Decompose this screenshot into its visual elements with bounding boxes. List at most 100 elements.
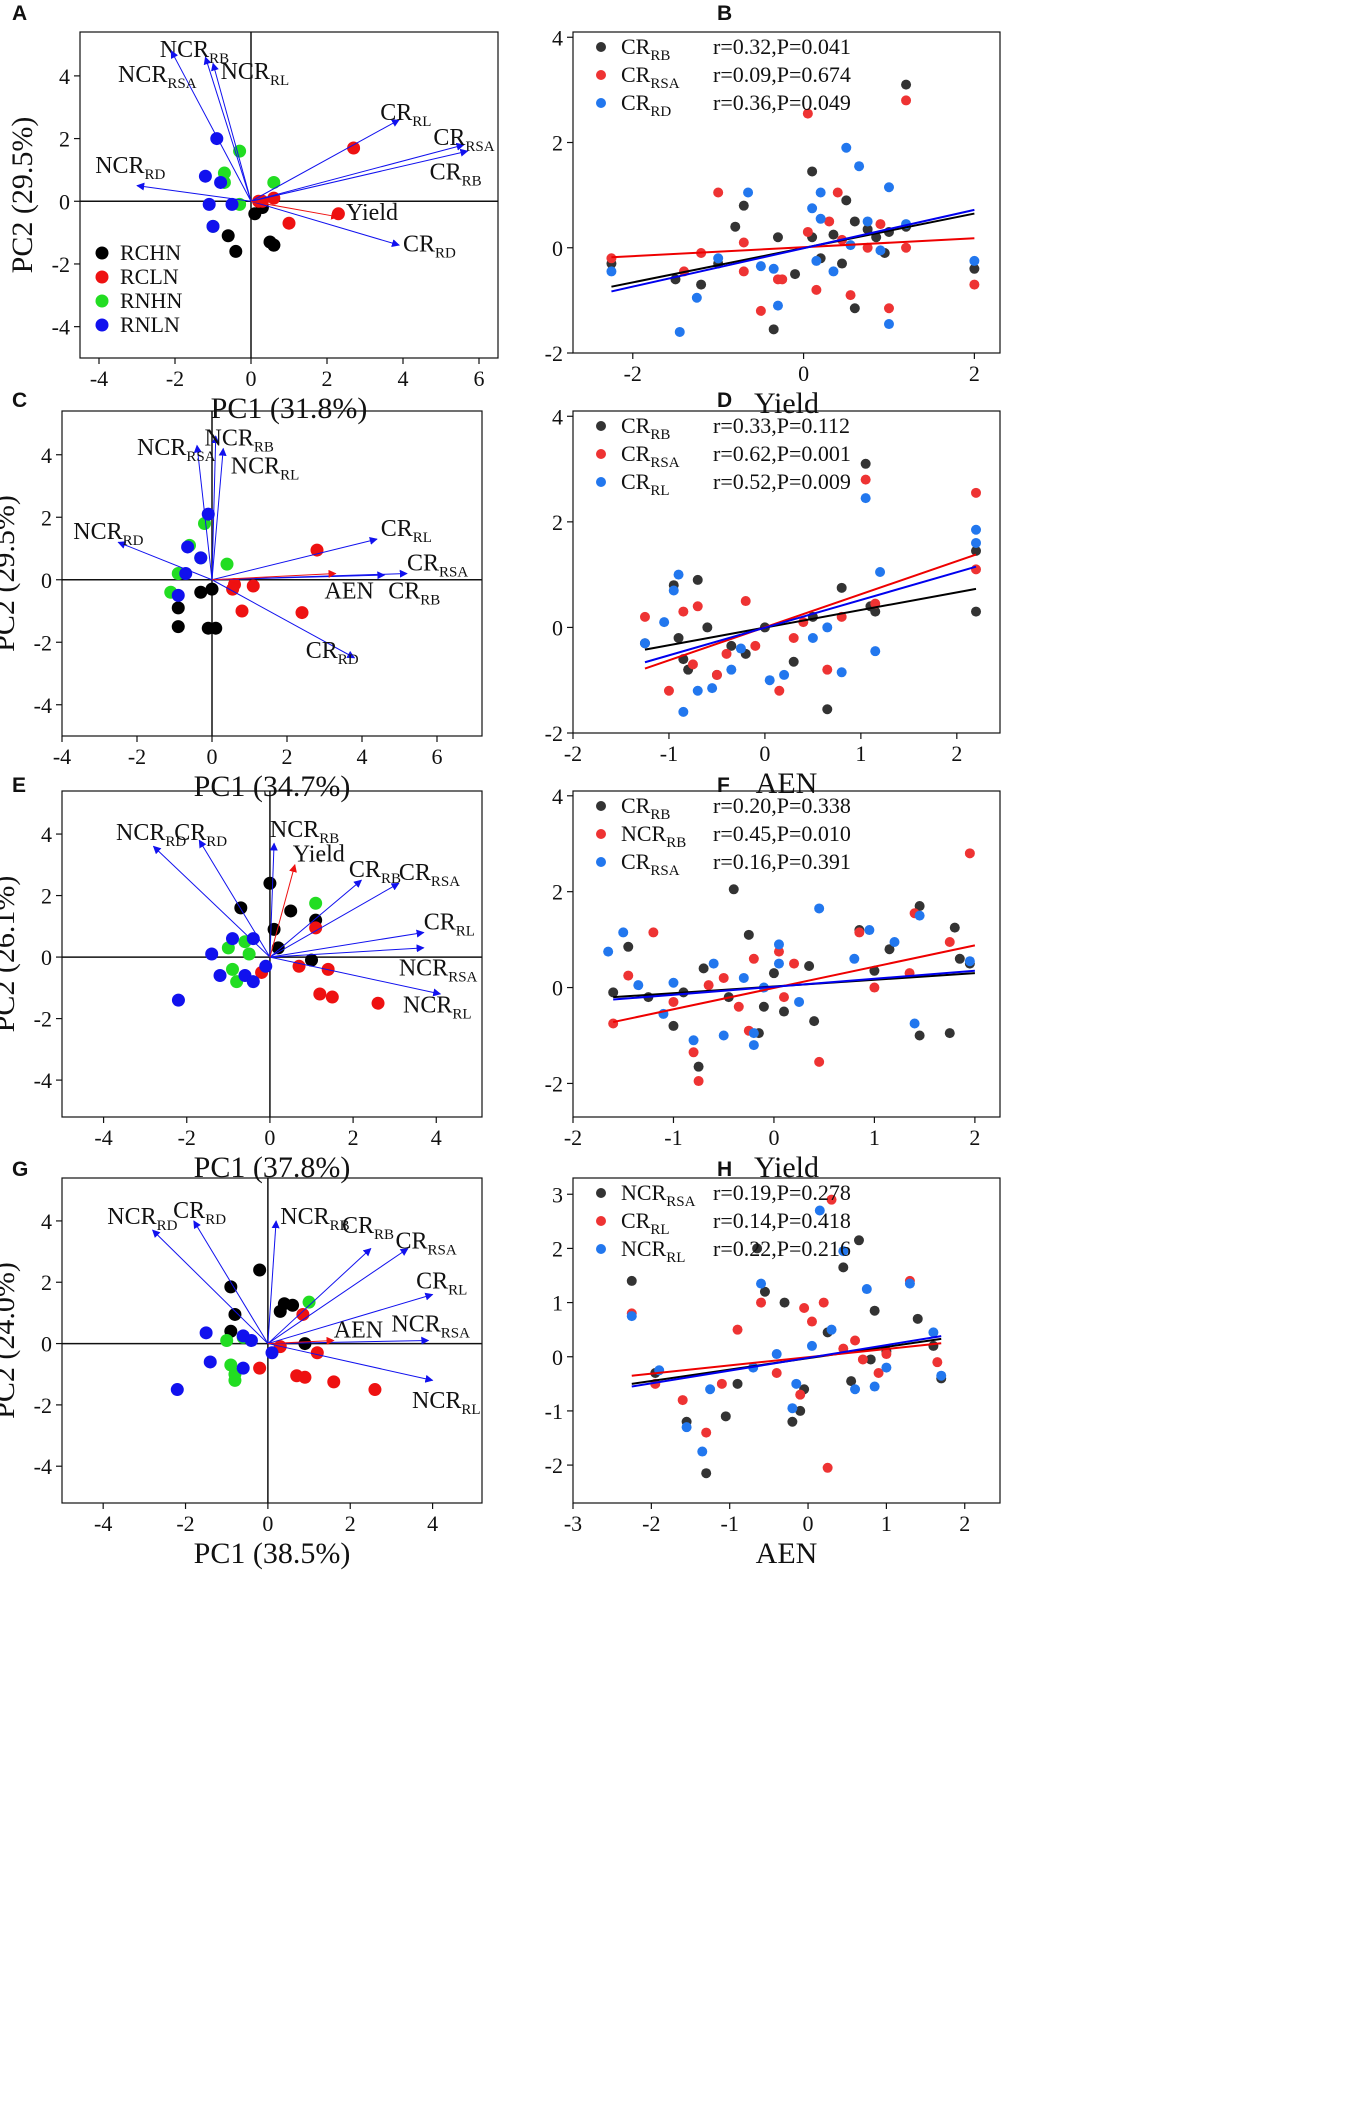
regression-line: [644, 553, 977, 670]
legend-label-base: CR: [621, 62, 651, 87]
vector-label-sub: RL: [448, 1282, 467, 1298]
legend-label-sub: RB: [650, 427, 670, 443]
data-point: [883, 319, 894, 330]
data-point: [603, 946, 614, 957]
data-point: [884, 944, 895, 955]
loading-vector: [117, 541, 213, 581]
data-point: [713, 253, 724, 264]
data-point-rnln: [181, 540, 195, 554]
y-tick-label: -2: [545, 341, 563, 366]
x-tick-label: -4: [94, 1125, 112, 1150]
vector-label-base: CR: [430, 159, 462, 185]
data-point: [713, 187, 724, 198]
y-tick-label: 2: [41, 1270, 52, 1295]
vector-label-sub: RB: [462, 173, 482, 189]
data-point: [688, 1035, 699, 1046]
vector-label-sub: RD: [145, 167, 166, 183]
panel-letter: G: [12, 1158, 28, 1181]
data-point: [964, 956, 975, 967]
x-tick-label: 0: [759, 741, 770, 766]
data-point: [698, 963, 709, 974]
vector-label-base: CR: [381, 516, 413, 542]
data-point-rnhn: [225, 962, 239, 976]
y-tick-label: 2: [41, 505, 52, 530]
loading-vector: [267, 1247, 372, 1344]
data-point: [861, 1284, 872, 1295]
data-point: [779, 669, 790, 680]
legend-stat: r=0.09,P=0.674: [713, 62, 851, 87]
legend-marker: [95, 294, 109, 308]
vector-label: CRRD: [174, 820, 227, 850]
data-point: [668, 996, 679, 1007]
vector-label-base: NCR: [399, 956, 448, 982]
x-tick-label: 2: [951, 741, 962, 766]
legend-marker: [596, 1188, 606, 1198]
data-point: [836, 667, 847, 678]
x-tick-label: -1: [721, 1511, 739, 1536]
data-point-rchn: [221, 229, 235, 243]
y-tick-label: 2: [552, 131, 563, 156]
data-point: [608, 1018, 619, 1029]
loading-vector: [269, 879, 363, 958]
legend-label-base: CR: [621, 849, 651, 874]
data-point: [802, 108, 813, 119]
data-point: [768, 968, 779, 979]
data-point: [971, 545, 982, 556]
x-tick-label: 4: [357, 744, 368, 769]
panel-letter: D: [717, 389, 732, 412]
y-tick-label: -1: [545, 1399, 563, 1424]
vector-label-sub: RSA: [448, 970, 477, 986]
regression-line: [611, 208, 975, 293]
data-point: [969, 255, 980, 266]
loading-vector: [250, 148, 469, 202]
loading-vector: [269, 944, 425, 958]
loading-vector: [211, 447, 227, 580]
data-point: [869, 965, 880, 976]
data-point: [716, 1378, 727, 1389]
loading-vector: [269, 956, 442, 997]
vector-label: NCRRL: [221, 59, 290, 89]
data-point: [778, 992, 789, 1003]
x-tick-label: 1: [855, 741, 866, 766]
vector-label: NCRRSA: [118, 62, 197, 92]
y-tick-label: 0: [552, 1345, 563, 1370]
data-point: [707, 683, 718, 694]
legend-label: CRRL: [621, 469, 670, 499]
data-point-rnln: [246, 975, 260, 989]
data-point-rnln: [265, 1346, 279, 1360]
vector-label-sub: RD: [206, 834, 227, 850]
data-point: [759, 1286, 770, 1297]
data-point: [836, 582, 847, 593]
vector-label-sub: RB: [374, 1227, 394, 1243]
x-tick-label: 0: [798, 361, 809, 386]
vector-label: CRRL: [381, 516, 432, 546]
data-point: [814, 1056, 825, 1067]
legend-stat: r=0.20,P=0.338: [713, 793, 851, 818]
data-point: [748, 1028, 759, 1039]
data-point: [774, 685, 785, 696]
x-tick-label: -1: [664, 1125, 682, 1150]
legend-label: CRRB: [621, 793, 670, 823]
vector-label-sub: RSA: [441, 1325, 470, 1341]
loading-vector: [269, 864, 297, 958]
data-point: [790, 269, 801, 280]
data-point: [814, 903, 825, 914]
data-point: [755, 305, 766, 316]
data-point: [870, 646, 881, 657]
vector-label: NCRRL: [403, 992, 472, 1022]
data-point: [865, 1354, 876, 1365]
vector-label-base: NCR: [118, 62, 167, 88]
y-tick-label: 4: [41, 1209, 52, 1234]
legend-label: RCHN: [120, 240, 181, 265]
y-tick-label: -4: [34, 1068, 52, 1093]
data-point-rnln: [203, 1355, 217, 1369]
loading-vector: [136, 182, 252, 202]
legend-label: CRRSA: [621, 849, 680, 879]
data-point: [909, 1018, 920, 1029]
plot-frame: [61, 790, 483, 1118]
data-point-rcln: [235, 604, 249, 618]
legend-label-base: CR: [621, 441, 651, 466]
